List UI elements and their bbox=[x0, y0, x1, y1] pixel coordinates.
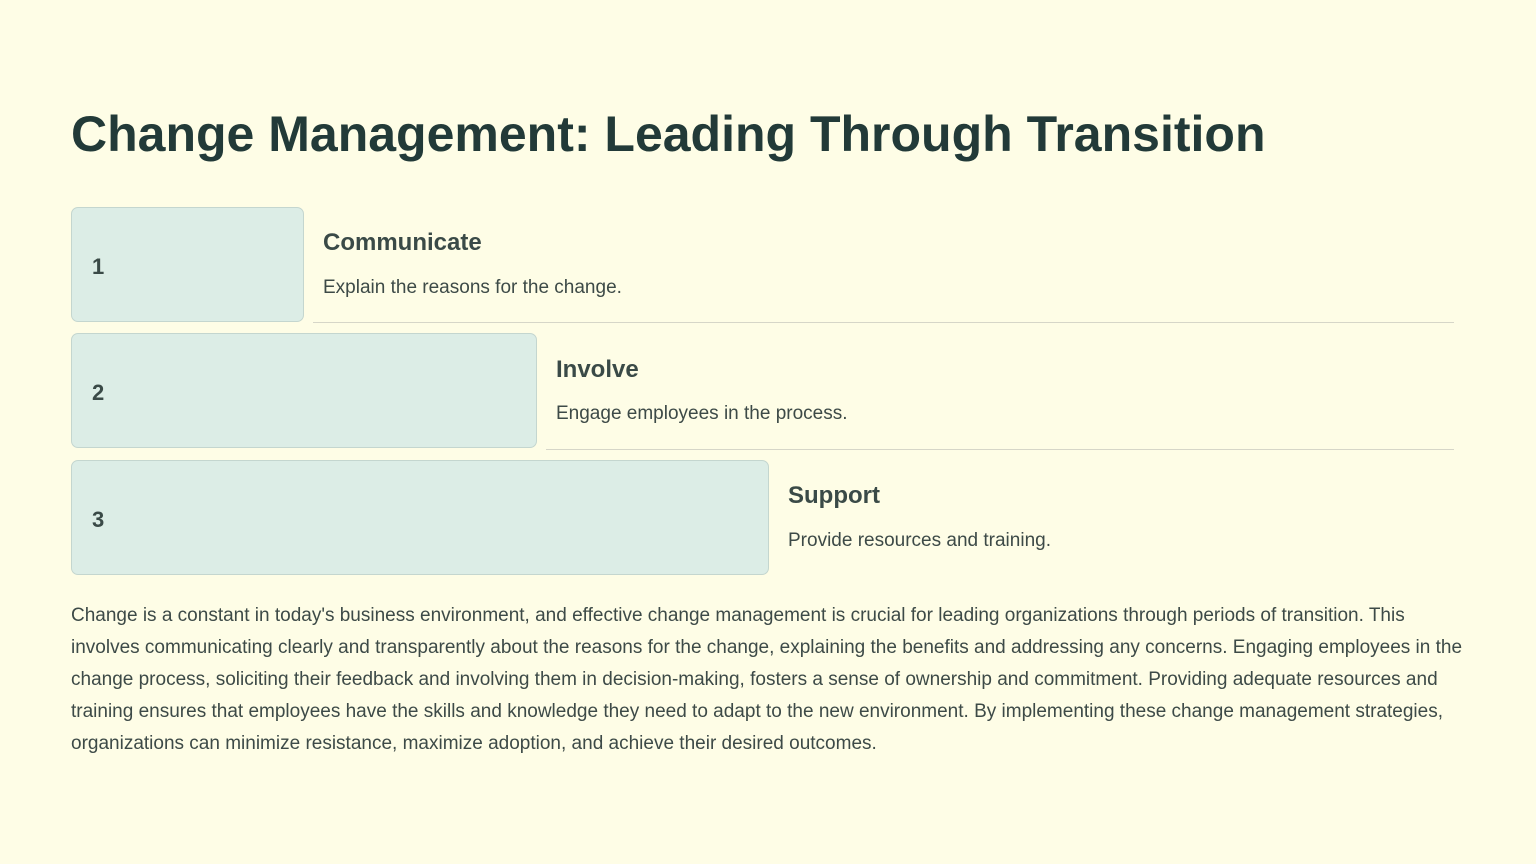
step-box-1: 1 bbox=[71, 207, 304, 322]
step-title: Involve bbox=[556, 356, 639, 383]
page-title: Change Management: Leading Through Trans… bbox=[71, 106, 1266, 162]
step-box-2: 2 bbox=[71, 333, 537, 448]
step-description: Provide resources and training. bbox=[788, 530, 1051, 551]
step-number: 3 bbox=[92, 507, 105, 532]
step-title: Support bbox=[788, 482, 880, 509]
step-number: 2 bbox=[92, 380, 105, 405]
step-description: Explain the reasons for the change. bbox=[323, 277, 622, 298]
divider bbox=[313, 322, 1454, 323]
step-number: 1 bbox=[92, 254, 105, 279]
body-paragraph: Change is a constant in today's business… bbox=[71, 605, 1463, 754]
divider bbox=[546, 449, 1454, 450]
step-description: Engage employees in the process. bbox=[556, 403, 848, 424]
step-title: Communicate bbox=[323, 229, 482, 256]
step-box-3: 3 bbox=[71, 460, 769, 575]
